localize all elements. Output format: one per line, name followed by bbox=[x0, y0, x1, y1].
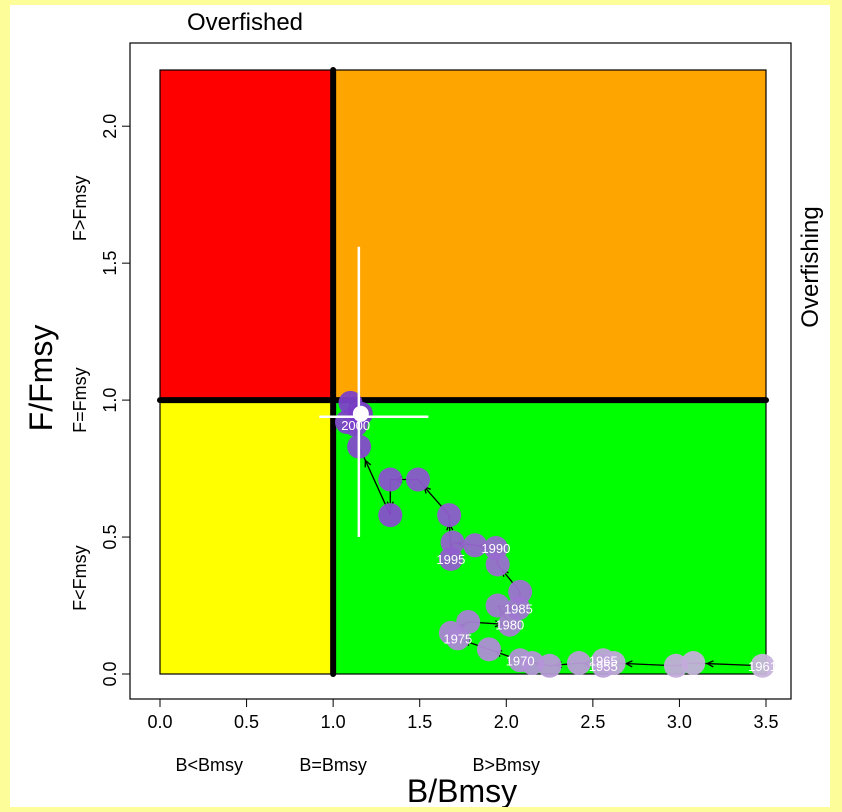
trajectory-point bbox=[378, 503, 403, 528]
axis-labels: Overfished Overfishing B/Bmsy F/Fmsy bbox=[23, 9, 824, 809]
trajectory-arrow bbox=[364, 458, 372, 468]
x-zone-label: B>Bmsy bbox=[473, 755, 541, 775]
trajectory-point bbox=[567, 651, 592, 676]
year-label: 1961 bbox=[748, 659, 777, 674]
x-tick-label: 1.5 bbox=[407, 712, 432, 732]
trajectory-points bbox=[334, 390, 775, 678]
trajectory-point bbox=[508, 579, 533, 604]
trajectory-arrow bbox=[705, 660, 714, 668]
top-label: Overfished bbox=[187, 9, 303, 36]
reference-lines bbox=[157, 67, 769, 677]
right-label: Overfishing bbox=[797, 206, 824, 327]
trajectory-point bbox=[456, 609, 481, 634]
trajectory-point bbox=[750, 653, 775, 678]
quadrant-overfished-and-overfishing bbox=[160, 70, 334, 401]
trajectory-segment bbox=[358, 446, 391, 516]
y-tick-label: 0.5 bbox=[100, 525, 120, 550]
trajectory-point bbox=[405, 467, 430, 492]
x-tick-label: 0.5 bbox=[234, 712, 259, 732]
trajectory-point bbox=[485, 593, 510, 618]
x-tick-label: 2.0 bbox=[494, 712, 519, 732]
y-zone-label: F=Fmsy bbox=[70, 367, 90, 433]
year-label: 1975 bbox=[443, 631, 472, 646]
trajectory-point bbox=[437, 503, 462, 528]
x-axis-title: B/Bmsy bbox=[407, 773, 517, 807]
x-tick-label: 2.5 bbox=[580, 712, 605, 732]
current-estimate bbox=[319, 246, 429, 538]
x-tick-label: 3.0 bbox=[667, 712, 692, 732]
y-tick-label: 2.0 bbox=[100, 114, 120, 139]
trajectory-point bbox=[378, 467, 403, 492]
y-zone-label: F<Fmsy bbox=[70, 545, 90, 611]
x-tick-label: 3.5 bbox=[753, 712, 778, 732]
year-label: 1990 bbox=[481, 541, 510, 556]
x-tick-label: 0.0 bbox=[147, 712, 172, 732]
y-zone-label: F>Fmsy bbox=[70, 176, 90, 242]
y-tick-label: 0.0 bbox=[100, 661, 120, 686]
x-tick-label: 1.0 bbox=[321, 712, 346, 732]
chart-panel: 1961 1965 1955 1970 1975 1980 1985 1990 1995 2000… bbox=[10, 5, 830, 809]
trajectory-point bbox=[663, 653, 688, 678]
x-zone-label: B<Bmsy bbox=[176, 755, 244, 775]
year-label: 1980 bbox=[495, 618, 524, 633]
quadrants bbox=[160, 70, 766, 674]
trajectory-point bbox=[483, 536, 508, 561]
x-zone-label: B=Bmsy bbox=[299, 755, 367, 775]
trajectory-point bbox=[476, 637, 501, 662]
quadrant-overfished bbox=[160, 400, 334, 674]
year-label: 1965 bbox=[589, 653, 618, 668]
axes: 0.0 0.5 1.0 1.5 2.0 2.5 3.0 3.5 0.0 0.5 1.0 1.5 2.0 B… bbox=[70, 114, 779, 775]
trajectory-arrow bbox=[624, 660, 633, 668]
trajectory-point bbox=[438, 620, 463, 645]
y-axis-title: F/Fmsy bbox=[23, 325, 59, 432]
trajectory-point bbox=[463, 533, 488, 558]
year-label: 1995 bbox=[436, 552, 465, 567]
year-label: 2000 bbox=[341, 418, 370, 433]
current-point bbox=[352, 405, 369, 422]
y-tick-label: 1.0 bbox=[100, 388, 120, 413]
plot-region-border bbox=[159, 69, 767, 675]
trajectory-point bbox=[438, 546, 463, 571]
year-label: 1970 bbox=[506, 653, 535, 668]
quadrant-sustainable bbox=[333, 400, 766, 674]
quadrant-overfishing bbox=[333, 70, 766, 401]
trajectory-point bbox=[508, 648, 533, 673]
year-label: 1955 bbox=[589, 659, 618, 674]
year-label: 1985 bbox=[504, 601, 533, 616]
y-tick-label: 1.5 bbox=[100, 251, 120, 276]
trajectory-point bbox=[591, 653, 616, 678]
